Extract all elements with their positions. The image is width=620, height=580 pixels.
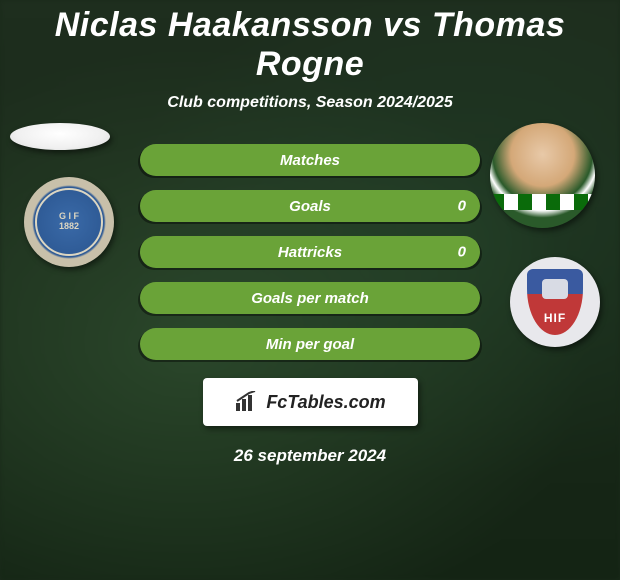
stat-value-right: 0 [458,198,466,215]
stat-row: 0 Hattricks [140,236,480,268]
brand-badge: FcTables.com [203,378,418,426]
stat-label: Hattricks [278,244,342,261]
stat-row: Min per goal [140,328,480,360]
stat-label: Min per goal [266,336,354,353]
stat-label: Matches [280,152,340,169]
comparison-title: Niclas Haakansson vs Thomas Rogne [0,6,620,84]
stat-row: 0 Goals [140,190,480,222]
stat-row: Matches [140,144,480,176]
stat-value-right: 0 [458,244,466,261]
brand-text: FcTables.com [266,392,385,413]
stat-label: Goals [289,198,331,215]
chart-icon [234,391,260,413]
stat-row: Goals per match [140,282,480,314]
stat-label: Goals per match [251,290,369,307]
comparison-subtitle: Club competitions, Season 2024/2025 [167,94,452,112]
stats-list: Matches 0 Goals 0 Hattricks Goals per match Mi… [0,144,620,360]
date-text: 26 september 2024 [234,446,386,466]
